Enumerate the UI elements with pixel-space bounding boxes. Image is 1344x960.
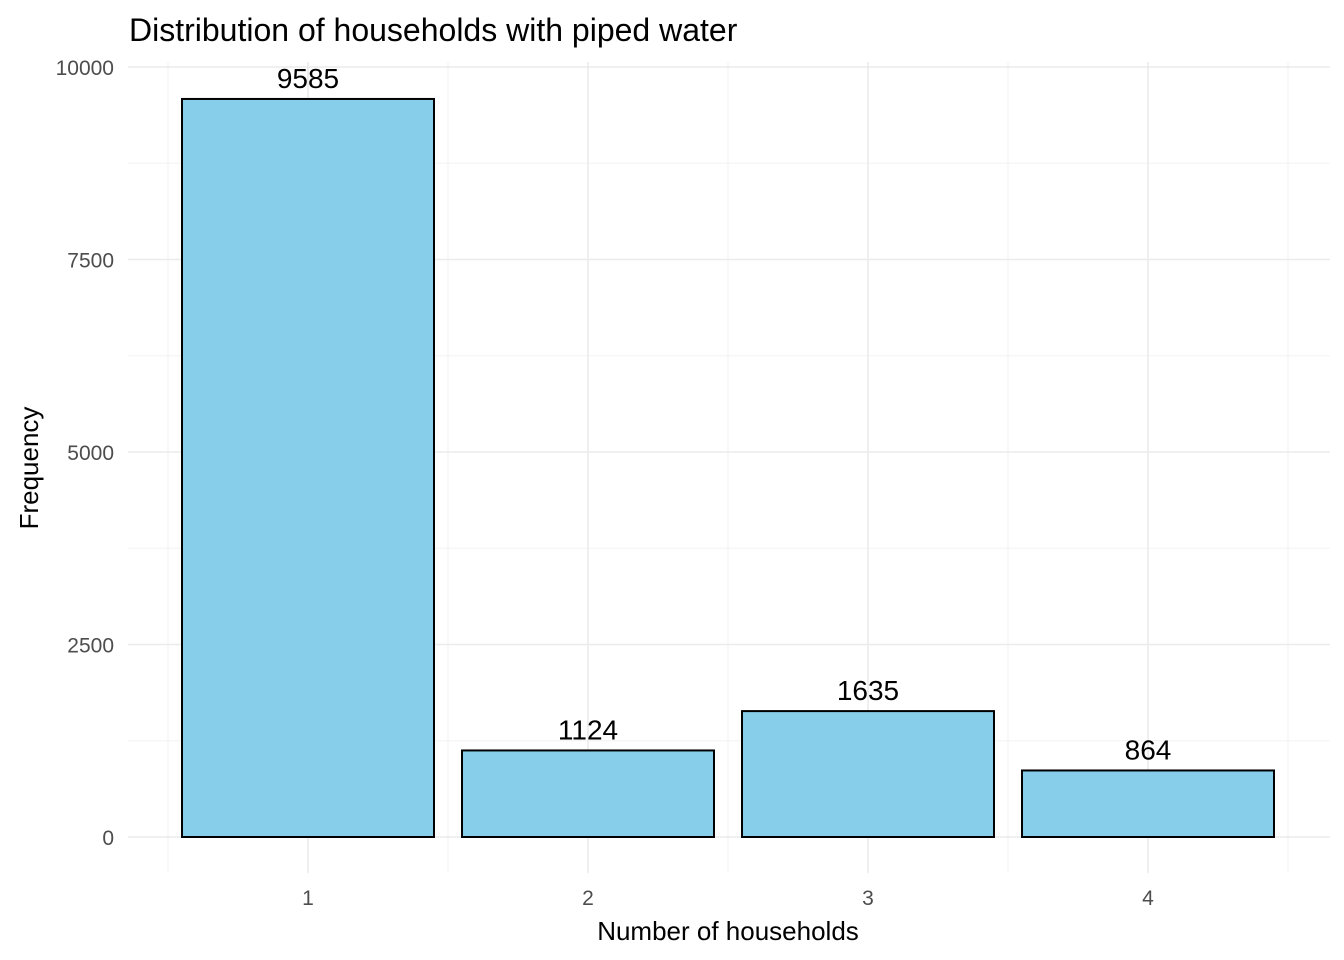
y-tick-label: 10000: [56, 57, 114, 80]
bar-2: [461, 749, 715, 839]
bar-1: [181, 97, 435, 838]
x-axis-ticks: 1 2 3 4: [302, 887, 1154, 910]
data-label-3: 1635: [837, 675, 899, 706]
x-tick-label: 3: [862, 887, 874, 910]
x-tick-label: 1: [302, 887, 314, 910]
bar-4: [1021, 769, 1275, 838]
data-labels: 9585 1124 1635 864: [277, 63, 1172, 766]
y-axis-title: Frequency: [14, 407, 44, 530]
y-tick-label: 0: [102, 827, 114, 850]
data-label-1: 9585: [277, 63, 339, 94]
bar-3: [741, 710, 995, 838]
data-label-2: 1124: [558, 714, 618, 745]
data-label-4: 864: [1125, 734, 1172, 765]
chart-title: Distribution of households with piped wa…: [129, 12, 738, 48]
x-axis-title: Number of households: [597, 916, 859, 946]
y-tick-label: 2500: [67, 635, 114, 658]
x-tick-label: 2: [582, 887, 594, 910]
y-tick-label: 7500: [67, 250, 114, 273]
y-tick-label: 5000: [67, 442, 114, 465]
y-axis-ticks: 0 2500 5000 7500 10000: [56, 57, 114, 850]
x-tick-label: 4: [1142, 887, 1154, 910]
bars: [181, 97, 1275, 839]
